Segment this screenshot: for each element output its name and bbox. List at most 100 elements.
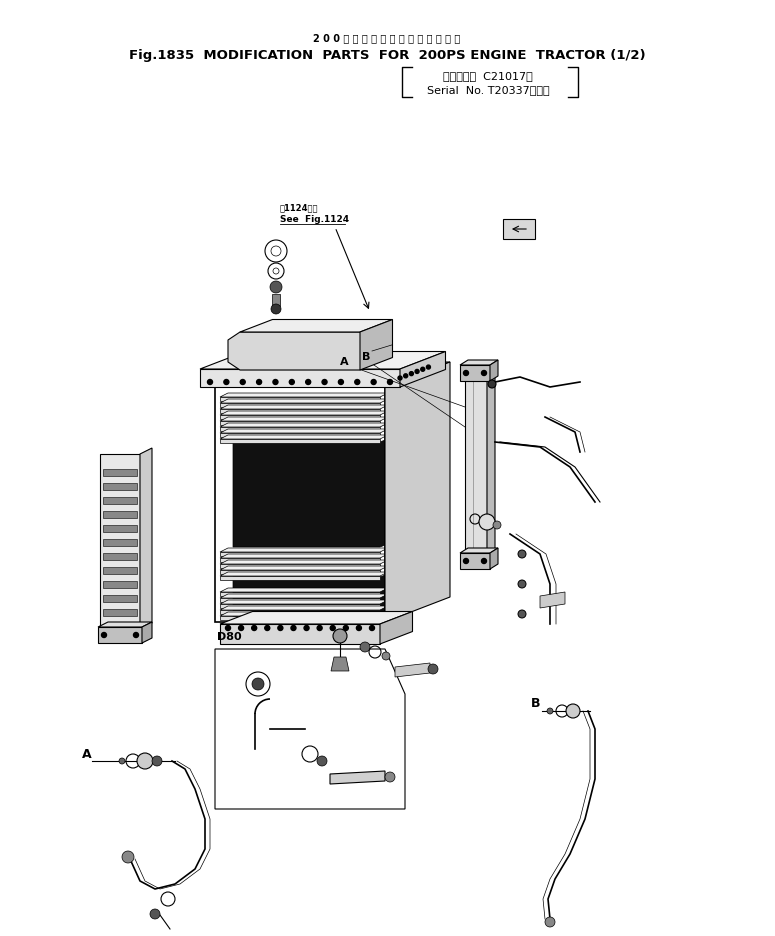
Polygon shape <box>460 553 490 569</box>
Polygon shape <box>220 433 380 437</box>
Polygon shape <box>220 577 380 580</box>
Polygon shape <box>220 424 388 428</box>
Polygon shape <box>460 366 490 382</box>
Polygon shape <box>103 511 137 519</box>
Circle shape <box>360 642 370 652</box>
Circle shape <box>119 758 125 764</box>
Polygon shape <box>490 548 498 569</box>
Circle shape <box>257 380 262 385</box>
Polygon shape <box>103 470 137 476</box>
Circle shape <box>428 665 438 674</box>
Polygon shape <box>465 368 487 567</box>
Circle shape <box>566 704 580 718</box>
Polygon shape <box>220 612 412 624</box>
Circle shape <box>343 626 348 631</box>
Polygon shape <box>220 607 388 610</box>
Circle shape <box>518 550 526 559</box>
Circle shape <box>421 368 425 372</box>
Circle shape <box>252 679 264 690</box>
Text: See  Fig.1124: See Fig.1124 <box>280 214 349 224</box>
Text: A: A <box>82 747 91 760</box>
Polygon shape <box>220 598 380 603</box>
Circle shape <box>355 380 360 385</box>
Polygon shape <box>103 484 137 490</box>
Polygon shape <box>487 363 495 567</box>
Polygon shape <box>215 362 450 388</box>
Circle shape <box>252 626 257 631</box>
Circle shape <box>289 380 294 385</box>
Circle shape <box>385 772 395 782</box>
Circle shape <box>463 371 469 376</box>
Circle shape <box>339 380 343 385</box>
Polygon shape <box>220 417 388 421</box>
Circle shape <box>150 909 160 919</box>
Polygon shape <box>220 610 380 614</box>
Polygon shape <box>220 589 388 592</box>
Polygon shape <box>233 428 419 548</box>
Polygon shape <box>360 320 392 371</box>
Circle shape <box>388 380 392 385</box>
Circle shape <box>481 559 487 563</box>
Polygon shape <box>503 220 535 240</box>
Text: 図1124参照: 図1124参照 <box>280 203 319 212</box>
Polygon shape <box>380 612 412 644</box>
Polygon shape <box>103 595 137 603</box>
Polygon shape <box>220 559 380 563</box>
Polygon shape <box>400 352 446 388</box>
Polygon shape <box>220 624 380 644</box>
Polygon shape <box>460 548 498 553</box>
Polygon shape <box>103 581 137 589</box>
Polygon shape <box>220 398 380 402</box>
Polygon shape <box>220 400 388 403</box>
Circle shape <box>545 917 555 927</box>
Circle shape <box>330 626 336 631</box>
Circle shape <box>409 373 413 376</box>
Circle shape <box>317 626 322 631</box>
Polygon shape <box>220 594 388 598</box>
Polygon shape <box>103 497 137 505</box>
Circle shape <box>240 380 245 385</box>
Polygon shape <box>220 412 388 416</box>
Circle shape <box>278 626 283 631</box>
Circle shape <box>224 380 229 385</box>
Circle shape <box>152 756 162 767</box>
Circle shape <box>271 305 281 314</box>
Polygon shape <box>460 360 498 366</box>
Circle shape <box>518 610 526 619</box>
Polygon shape <box>103 553 137 561</box>
Circle shape <box>305 380 311 385</box>
Polygon shape <box>220 612 388 616</box>
Polygon shape <box>103 609 137 616</box>
Circle shape <box>488 381 496 388</box>
Polygon shape <box>220 428 380 431</box>
Circle shape <box>208 380 212 385</box>
Polygon shape <box>220 393 388 398</box>
Polygon shape <box>220 421 380 426</box>
Circle shape <box>426 366 430 370</box>
Text: 2 0 0 馬 カ エ ン ジ ン 搭 載 車 専 用 部 品: 2 0 0 馬 カ エ ン ジ ン 搭 載 車 専 用 部 品 <box>313 33 460 43</box>
Circle shape <box>404 374 408 378</box>
Circle shape <box>382 652 390 660</box>
Circle shape <box>226 626 230 631</box>
Polygon shape <box>103 539 137 547</box>
Polygon shape <box>220 548 388 552</box>
Polygon shape <box>385 362 450 622</box>
Polygon shape <box>220 570 380 575</box>
Polygon shape <box>331 657 349 671</box>
Polygon shape <box>220 430 388 433</box>
Polygon shape <box>220 440 380 444</box>
Polygon shape <box>98 627 142 643</box>
Circle shape <box>137 753 153 769</box>
Text: B: B <box>531 696 540 709</box>
Polygon shape <box>220 564 380 568</box>
Polygon shape <box>103 567 137 575</box>
Circle shape <box>398 376 402 381</box>
Circle shape <box>481 371 487 376</box>
Circle shape <box>518 580 526 589</box>
Text: D80: D80 <box>217 631 242 641</box>
Polygon shape <box>220 561 388 564</box>
Text: Serial  No. T20337～．）: Serial No. T20337～．） <box>427 85 549 95</box>
Polygon shape <box>233 563 419 618</box>
Polygon shape <box>330 771 385 784</box>
Circle shape <box>415 370 419 374</box>
